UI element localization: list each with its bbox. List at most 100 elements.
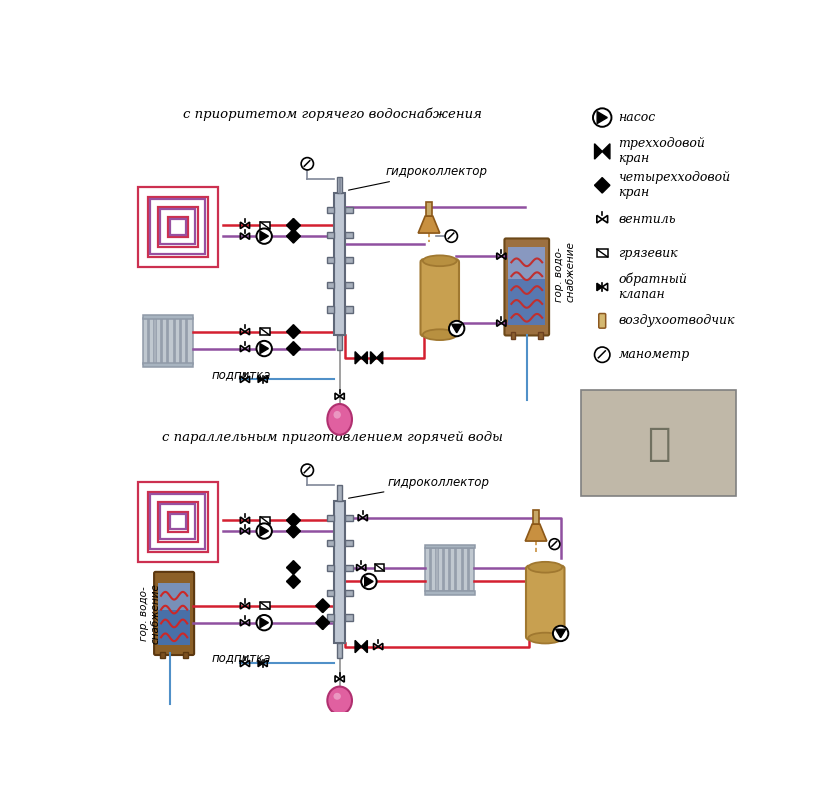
Ellipse shape [327, 404, 352, 434]
Bar [138, 482, 218, 562]
Text: насос: насос [618, 111, 656, 124]
Polygon shape [556, 630, 566, 638]
Polygon shape [293, 514, 300, 520]
Circle shape [301, 158, 313, 170]
Polygon shape [293, 524, 300, 531]
Text: гор. водо-
снабжение: гор. водо- снабжение [554, 241, 575, 302]
Bar [160, 210, 196, 245]
Bar [345, 257, 353, 262]
Bar [345, 540, 353, 546]
Bar [148, 197, 208, 257]
Bar [170, 219, 186, 234]
Text: трехходовой
кран: трехходовой кран [618, 138, 705, 166]
Text: манометр: манометр [618, 348, 690, 362]
Bar [183, 652, 188, 658]
Ellipse shape [334, 693, 341, 700]
Polygon shape [323, 616, 330, 622]
Ellipse shape [327, 686, 352, 714]
Circle shape [256, 229, 272, 244]
Polygon shape [293, 325, 300, 332]
Ellipse shape [423, 330, 457, 340]
Bar [261, 222, 270, 229]
Text: четырехходовой
кран: четырехходовой кран [618, 171, 731, 199]
Polygon shape [287, 561, 293, 567]
Bar [444, 548, 449, 591]
Polygon shape [260, 618, 269, 628]
Polygon shape [525, 524, 547, 541]
Bar [456, 548, 461, 591]
Polygon shape [287, 574, 293, 582]
Ellipse shape [529, 562, 562, 573]
Bar [337, 335, 342, 350]
Polygon shape [287, 349, 293, 355]
Bar [155, 318, 161, 364]
Polygon shape [287, 230, 293, 236]
Polygon shape [293, 561, 300, 567]
Text: с приоритетом горячего водоснабжения: с приоритетом горячего водоснабжения [182, 107, 482, 121]
Bar [158, 502, 198, 542]
Ellipse shape [529, 633, 562, 643]
Polygon shape [355, 640, 361, 653]
Bar [345, 565, 353, 570]
Polygon shape [316, 599, 323, 606]
Polygon shape [376, 352, 383, 364]
Bar [510, 332, 515, 338]
Polygon shape [594, 186, 603, 193]
Text: подпитка: подпитка [211, 368, 270, 382]
Polygon shape [293, 582, 300, 588]
Text: обратный
клапан: обратный клапан [618, 273, 687, 302]
Polygon shape [452, 324, 462, 333]
Polygon shape [361, 352, 367, 364]
Text: подпитка: подпитка [211, 651, 270, 665]
Bar [463, 548, 468, 591]
Bar [326, 614, 335, 621]
Polygon shape [365, 577, 373, 586]
Text: с параллельным приготовлением горячей воды: с параллельным приготовлением горячей во… [161, 431, 502, 444]
Polygon shape [355, 352, 361, 364]
Bar [148, 492, 208, 551]
Polygon shape [603, 186, 610, 193]
Bar [138, 187, 218, 266]
Circle shape [256, 615, 272, 630]
FancyBboxPatch shape [505, 238, 549, 335]
Bar [538, 332, 543, 338]
Bar [168, 512, 188, 532]
Polygon shape [287, 236, 293, 243]
Bar [345, 232, 353, 238]
Polygon shape [287, 332, 293, 338]
Polygon shape [287, 342, 293, 349]
Bar [168, 217, 188, 237]
Polygon shape [293, 520, 300, 527]
Text: грязевик: грязевик [618, 246, 678, 259]
Bar [425, 545, 475, 548]
Bar [432, 548, 436, 591]
Bar [337, 486, 342, 501]
Bar [375, 564, 385, 571]
Polygon shape [293, 332, 300, 338]
Polygon shape [287, 520, 293, 527]
Polygon shape [361, 640, 367, 653]
Bar [426, 202, 432, 216]
Bar [437, 548, 443, 591]
Circle shape [449, 321, 464, 336]
Bar [170, 514, 186, 530]
Bar [337, 643, 342, 658]
Bar [158, 610, 190, 645]
Bar [508, 246, 545, 279]
Text: гор. водо-
снабжение: гор. водо- снабжение [139, 583, 160, 644]
Circle shape [553, 626, 568, 641]
Polygon shape [418, 216, 440, 233]
Polygon shape [293, 230, 300, 236]
Polygon shape [287, 514, 293, 520]
Polygon shape [594, 144, 603, 159]
Polygon shape [323, 606, 330, 613]
Bar [345, 514, 353, 521]
Bar [337, 178, 342, 193]
FancyBboxPatch shape [598, 314, 606, 328]
Bar [345, 282, 353, 288]
Bar [158, 582, 190, 610]
Bar [160, 652, 165, 658]
Bar [345, 614, 353, 621]
Bar [326, 282, 335, 288]
Text: воздухоотводчик: воздухоотводчик [618, 314, 735, 327]
